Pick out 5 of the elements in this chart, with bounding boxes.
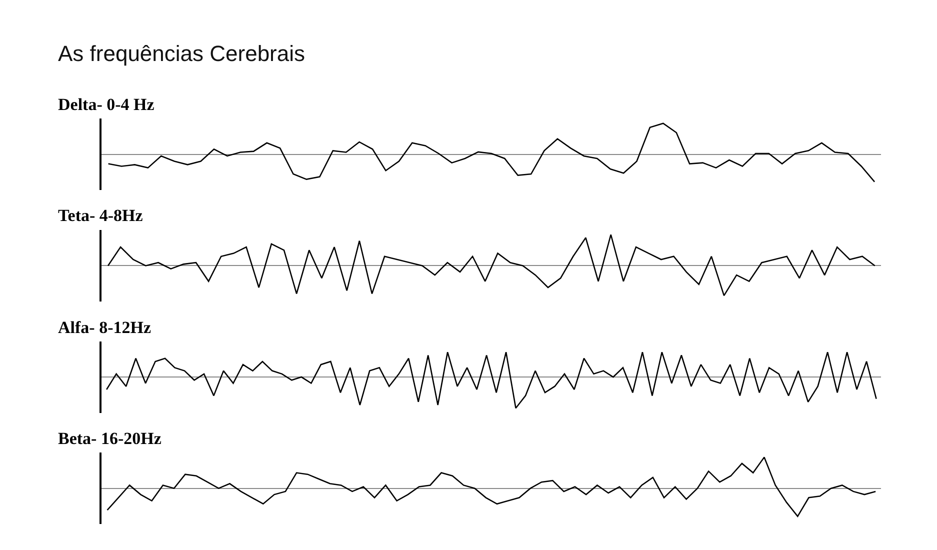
chart-subtitle: Teta- 4-8Hz (58, 206, 144, 225)
chart-subtitle: Beta- 16-20Hz (58, 429, 162, 448)
chart-title: As frequências Cerebrais (58, 41, 306, 66)
chart-subtitle: Delta- 0-4 Hz (58, 95, 155, 114)
chart-subtitle: Alfa- 8-12Hz (58, 318, 152, 337)
